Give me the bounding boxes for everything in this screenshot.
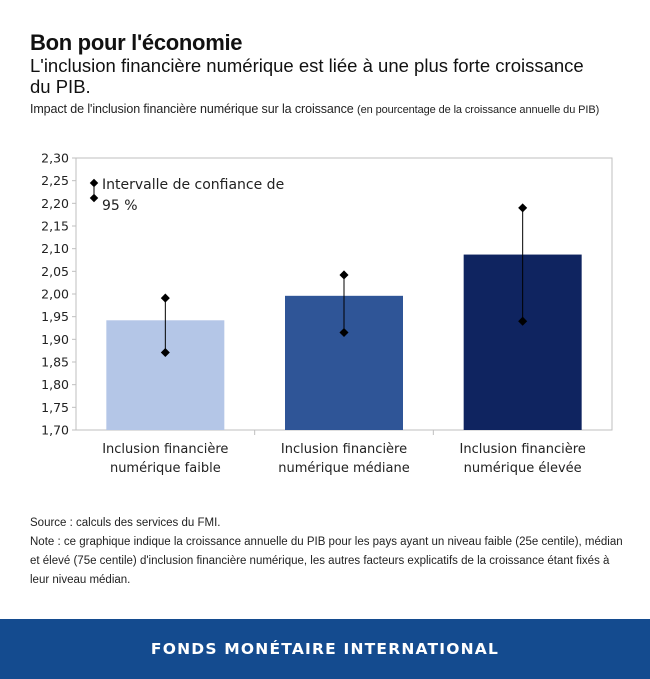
caption-unit: (en pourcentage de la croissance annuell… xyxy=(357,104,600,116)
x-tick-label: Inclusion financière xyxy=(460,442,586,457)
y-tick-label: 2,25 xyxy=(41,173,69,188)
y-tick-label: 2,05 xyxy=(41,264,69,279)
legend-marker xyxy=(89,193,99,203)
error-marker xyxy=(339,270,349,280)
y-tick-label: 1,75 xyxy=(41,400,69,415)
x-tick-label: numérique médiane xyxy=(278,461,409,476)
source-text: Source : calculs des services du FMI. xyxy=(30,517,221,529)
y-tick-label: 1,70 xyxy=(41,423,69,438)
x-tick-label: Inclusion financière xyxy=(102,442,228,457)
y-tick-label: 1,80 xyxy=(41,377,69,392)
chart-caption: Impact de l'inclusion financière numériq… xyxy=(30,102,599,116)
notes: Source : calculs des services du FMI. No… xyxy=(30,514,625,590)
y-tick-label: 2,15 xyxy=(41,219,69,234)
error-marker xyxy=(160,347,170,358)
y-tick-label: 2,10 xyxy=(41,241,69,256)
legend-marker xyxy=(89,178,99,188)
error-marker xyxy=(518,203,528,213)
chart-subtitle: L'inclusion financière numérique est lié… xyxy=(30,55,584,97)
y-tick-label: 2,20 xyxy=(41,196,69,211)
caption-main: Impact de l'inclusion financière numériq… xyxy=(30,102,358,116)
chart-title: Bon pour l'économie xyxy=(30,30,243,55)
note-text: Note : ce graphique indique la croissanc… xyxy=(30,536,623,586)
legend-label: 95 % xyxy=(102,198,138,214)
footer-banner: FONDS MONÉTAIRE INTERNATIONAL xyxy=(0,619,650,679)
error-marker xyxy=(160,293,170,303)
footer-org: FONDS MONÉTAIRE INTERNATIONAL xyxy=(150,640,500,658)
y-tick-label: 2,00 xyxy=(41,287,69,302)
x-tick-label: Inclusion financière xyxy=(281,442,407,457)
x-tick-label: numérique faible xyxy=(110,461,221,476)
legend-label: Intervalle de confiance de xyxy=(102,177,284,193)
y-tick-label: 2,30 xyxy=(41,151,69,166)
bar-chart: 1,70 1,75 1,80 1,85 1,90 1,95 2,00 2,05 2,10 2,15… xyxy=(41,151,613,476)
x-tick-label: numérique élevée xyxy=(464,461,582,476)
y-tick-label: 1,95 xyxy=(41,309,69,324)
y-tick-label: 1,90 xyxy=(41,332,69,347)
y-tick-label: 1,85 xyxy=(41,355,69,370)
